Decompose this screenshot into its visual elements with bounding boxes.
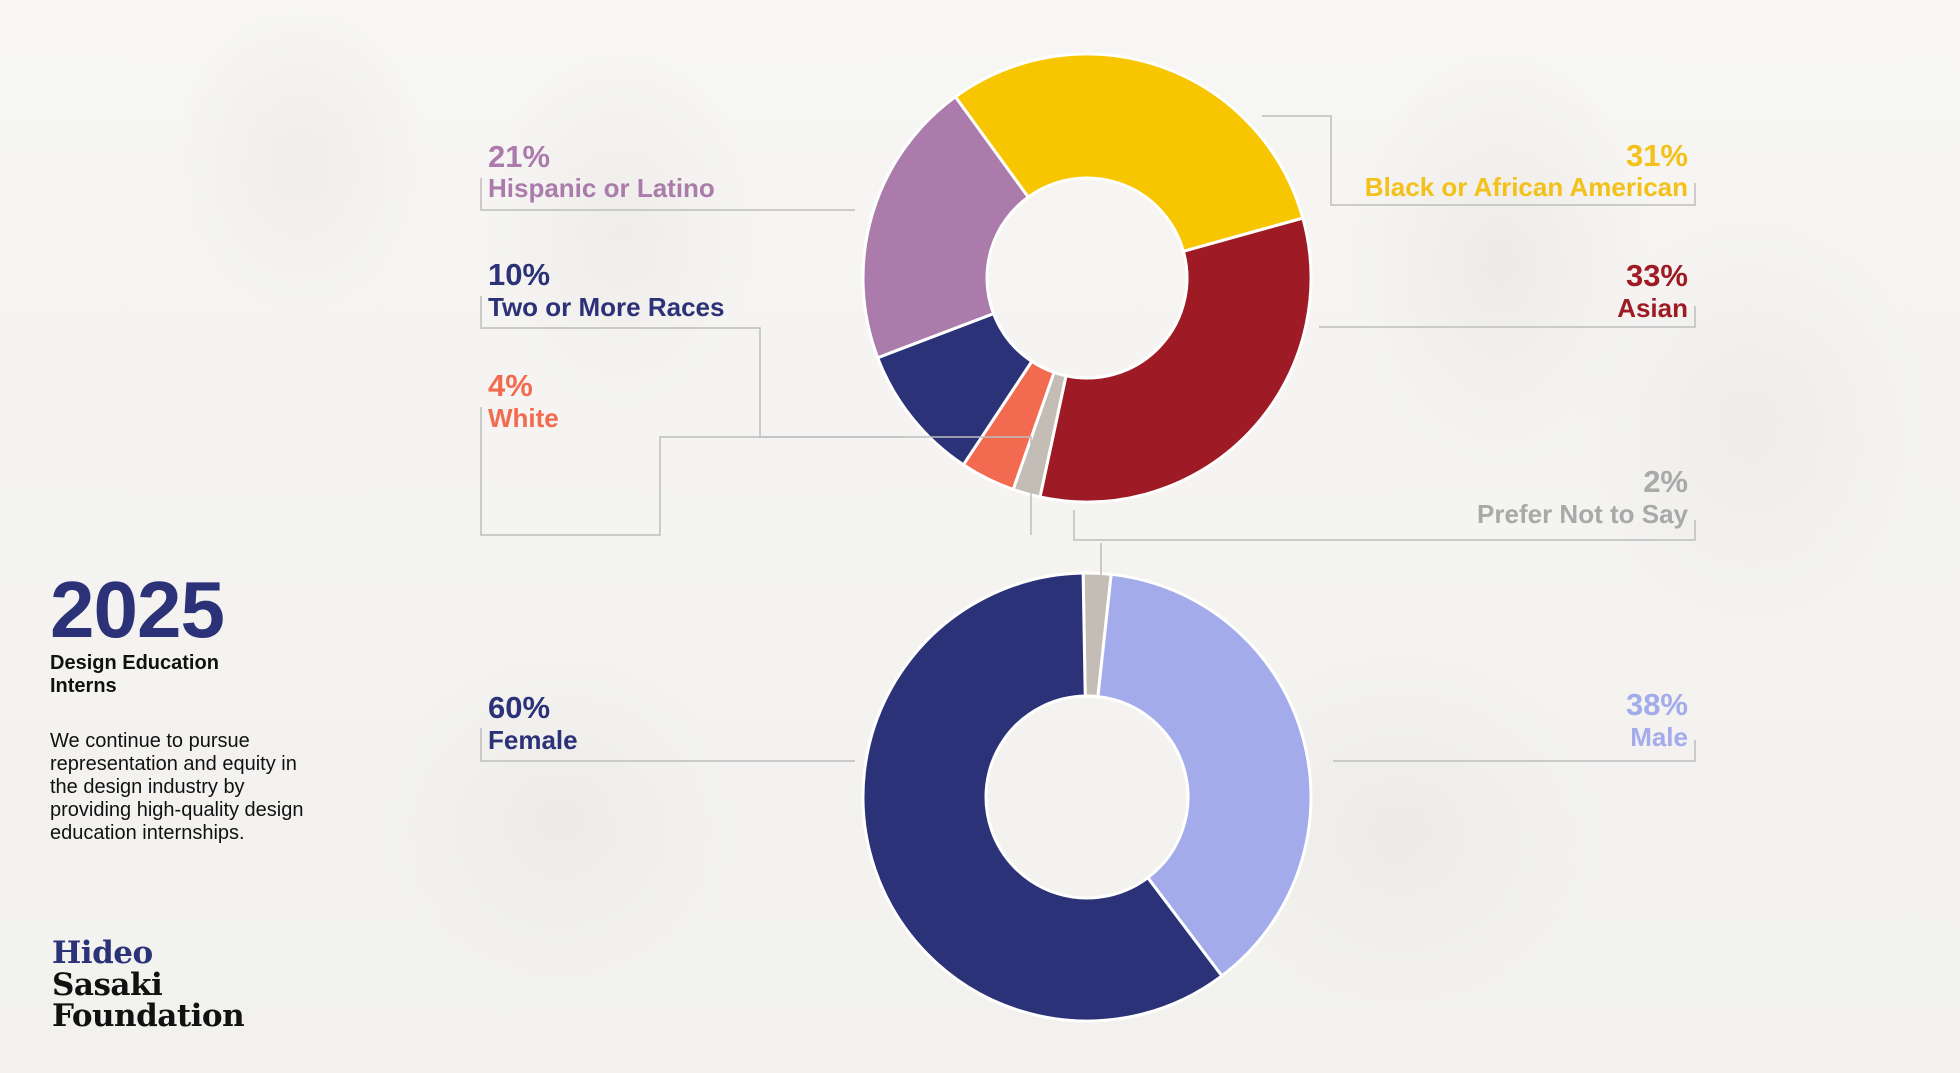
leader-line	[480, 407, 1032, 536]
label-white-percent: 4%	[488, 368, 533, 403]
leader-line	[480, 728, 855, 762]
ethnicity-donut	[861, 52, 1313, 504]
slice-black-or-african-american	[953, 52, 1305, 253]
label-black-or-african-american-percent: 31%	[1626, 138, 1688, 173]
label-two-or-more-races-percent: 10%	[488, 257, 550, 292]
label-female-percent: 60%	[488, 690, 550, 725]
slice-male	[1096, 572, 1313, 978]
label-asian-name: Asian	[1617, 293, 1688, 323]
label-hispanic-or-latino-name: Hispanic or Latino	[488, 173, 715, 203]
label-prefer-not-to-say-name: Prefer Not to Say	[1477, 499, 1688, 529]
label-prefer-not-to-say-percent: 2%	[1643, 464, 1688, 499]
logo-line-3: Foundation	[52, 998, 245, 1035]
leader-line	[480, 178, 855, 211]
label-male-percent: 38%	[1626, 687, 1688, 722]
gender-donut	[861, 571, 1313, 1023]
label-two-or-more-races-name: Two or More Races	[488, 292, 724, 322]
foundation-logo: Hideo Sasaki Foundation	[52, 935, 245, 1035]
label-asian-percent: 33%	[1626, 258, 1688, 293]
page-subtitle: Design Education Interns	[50, 652, 219, 697]
label-male-name: Male	[1630, 722, 1688, 752]
leader-lines	[480, 115, 1696, 762]
logo-line-2: Sasaki	[52, 966, 163, 1003]
slice-female	[861, 571, 1224, 1023]
label-hispanic-or-latino-percent: 21%	[488, 139, 550, 174]
leader-line	[1333, 740, 1696, 762]
label-white-name: White	[488, 403, 559, 433]
description-text: We continue to pursue representation and…	[50, 730, 304, 844]
label-black-or-african-american-name: Black or African American	[1365, 172, 1688, 202]
slice-asian	[1038, 216, 1313, 504]
leader-line	[1073, 510, 1696, 541]
logo-line-1: Hideo	[52, 935, 153, 971]
slice-hispanic-or-latino	[861, 95, 1030, 360]
sidebar: 2025 Design Education Interns We continu…	[50, 570, 340, 845]
leader-line	[1262, 115, 1696, 206]
slice-labels: 21%Hispanic or Latino 10%Two or More Race…	[488, 138, 1689, 755]
label-female-name: Female	[488, 725, 578, 755]
leader-line	[1319, 306, 1696, 328]
page-title-year: 2025	[50, 565, 225, 654]
